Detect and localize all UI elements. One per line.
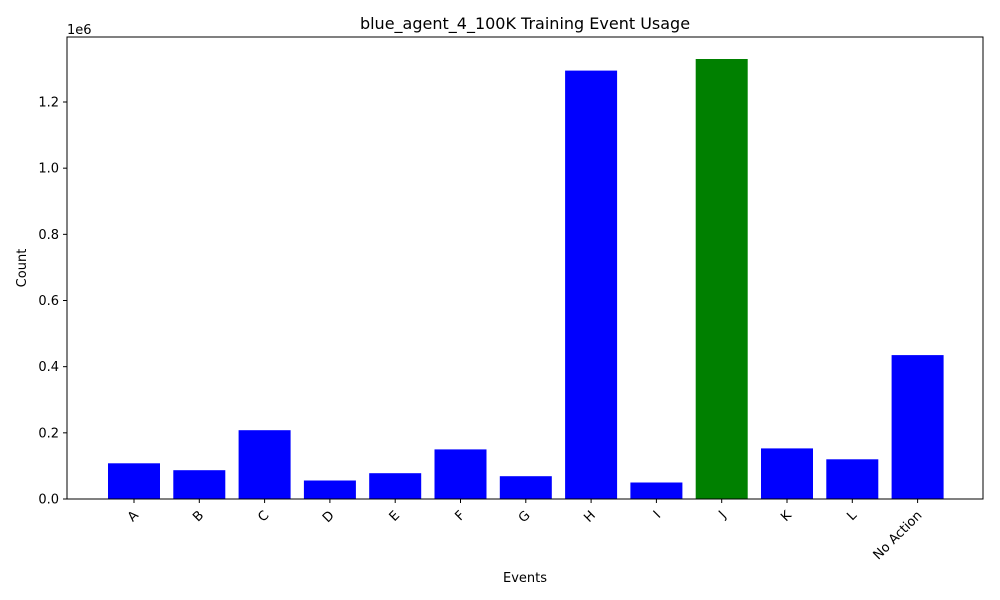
bar-e bbox=[369, 473, 422, 499]
x-tick-label: G bbox=[516, 508, 534, 526]
bar-h bbox=[565, 70, 618, 499]
x-tick-label: H bbox=[581, 508, 599, 526]
bar-b bbox=[173, 470, 226, 499]
bar-k bbox=[761, 448, 813, 499]
x-tick-label: D bbox=[320, 508, 338, 526]
x-tick-label: A bbox=[125, 508, 142, 525]
x-tick-label: E bbox=[387, 508, 403, 524]
bar-a bbox=[108, 463, 160, 499]
bar-g bbox=[499, 476, 552, 499]
x-tick-label: F bbox=[452, 508, 468, 524]
y-axis-ticks: 0.0 0.2 0.4 0.6 0.8 1.0 1.2 bbox=[38, 96, 67, 508]
bar-i bbox=[630, 482, 683, 499]
x-tick-label: C bbox=[255, 508, 272, 525]
bars-group bbox=[108, 59, 944, 499]
y-axis-label: Count bbox=[15, 249, 30, 288]
x-tick-label: B bbox=[190, 508, 207, 525]
bar-j bbox=[695, 59, 748, 499]
x-tick-label: L bbox=[844, 508, 860, 524]
bar-f bbox=[434, 449, 487, 499]
bar-no-action bbox=[891, 355, 944, 499]
bar-c bbox=[238, 430, 291, 499]
y-tick-label: 0.0 bbox=[38, 493, 59, 508]
x-tick-label: J bbox=[715, 508, 729, 522]
x-tick-label: I bbox=[651, 508, 664, 521]
x-axis-ticks: A B C D E F G H I J K L No Action bbox=[125, 499, 926, 563]
y-tick-label: 0.4 bbox=[38, 360, 59, 375]
bar-d bbox=[303, 480, 356, 499]
chart-title: blue_agent_4_100K Training Event Usage bbox=[360, 14, 690, 34]
x-tick-label: K bbox=[778, 508, 795, 525]
y-tick-label: 0.2 bbox=[38, 426, 59, 441]
x-axis-label: Events bbox=[503, 571, 547, 586]
y-tick-label: 1.2 bbox=[38, 96, 59, 111]
y-tick-label: 1.0 bbox=[38, 162, 59, 177]
plot-area-frame bbox=[66, 36, 984, 500]
y-tick-label: 0.8 bbox=[38, 228, 59, 243]
bar-l bbox=[826, 459, 879, 499]
x-tick-label: No Action bbox=[871, 508, 926, 563]
y-tick-label: 0.6 bbox=[38, 294, 59, 309]
y-axis-offset-label: 1e6 bbox=[67, 23, 92, 38]
